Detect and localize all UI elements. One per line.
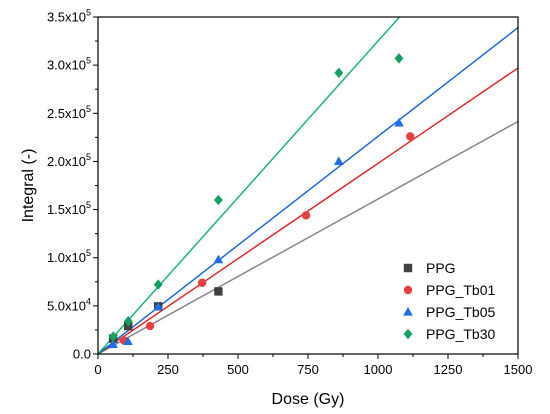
fit-line-ppg-tb30 <box>98 17 401 354</box>
data-point-ppg-tb05 <box>213 254 224 264</box>
x-tick-label: 500 <box>227 362 249 377</box>
data-point-ppg-tb30 <box>334 67 344 79</box>
x-tick-label: 250 <box>157 362 179 377</box>
legend: PPG PPG_Tb01 PPG_Tb05 PPG_Tb30 <box>403 260 495 342</box>
y-tick-label: 3.0x105 <box>47 56 91 73</box>
y-axis-title: Integral (-) <box>20 149 37 223</box>
y-tick-label: 2.5x105 <box>47 104 91 121</box>
x-tick-label: 750 <box>297 362 319 377</box>
data-point-ppg-tb01 <box>301 211 311 220</box>
data-point-ppg-tb05 <box>333 156 344 165</box>
y-tick-label: 5.0x104 <box>47 296 91 313</box>
fit-line-ppg-tb05 <box>98 27 518 354</box>
legend-label: PPG_Tb01 <box>426 282 495 298</box>
data-point-ppg-tb05 <box>108 339 118 348</box>
x-tick-label: 0 <box>94 362 101 377</box>
x-tick-label: 1250 <box>434 362 463 377</box>
data-point-ppg <box>214 287 223 296</box>
data-point-ppg-tb01 <box>145 321 155 331</box>
data-point-ppg-tb30 <box>394 53 404 64</box>
data-point-ppg-tb05 <box>123 336 133 346</box>
legend-label: PPG_Tb05 <box>426 304 495 320</box>
y-axis: 0.0 5.0x104 1.0x105 1.5x105 2.0x105 2.5x105 3.… <box>47 8 98 362</box>
fit-lines <box>98 17 518 354</box>
y-tick-label: 3.5x105 <box>47 8 91 25</box>
data-markers <box>108 53 415 348</box>
fit-line-ppg-tb01 <box>98 67 518 354</box>
legend-marker-ppg-tb05 <box>403 306 413 316</box>
legend-marker-ppg-tb30 <box>403 328 413 340</box>
legend-marker-ppg <box>403 263 413 273</box>
x-axis: 0 250 500 750 1000 1250 1500 <box>94 354 532 377</box>
x-tick-label: 1500 <box>504 362 533 377</box>
legend-label: PPG <box>426 260 456 276</box>
data-point-ppg-tb01 <box>406 132 415 141</box>
data-point-ppg-tb30 <box>153 279 163 290</box>
y-tick-label: 2.0x105 <box>47 152 91 169</box>
data-point-ppg-tb30 <box>213 194 223 206</box>
y-tick-label: 1.5x105 <box>47 200 91 217</box>
x-tick-label: 1000 <box>364 362 393 377</box>
y-tick-label: 1.0x105 <box>47 248 91 265</box>
y-tick-label: 0.0 <box>73 347 91 362</box>
data-point-ppg-tb30 <box>108 331 118 342</box>
data-point-ppg-tb30 <box>123 316 133 327</box>
x-axis-title: Dose (Gy) <box>272 391 345 408</box>
legend-label: PPG_Tb30 <box>426 326 495 342</box>
data-point-ppg-tb05 <box>394 117 404 127</box>
legend-marker-ppg-tb01 <box>403 285 413 295</box>
fit-line-ppg <box>98 120 518 354</box>
data-point-ppg-tb05 <box>153 301 164 311</box>
data-point-ppg-tb01 <box>197 278 207 287</box>
